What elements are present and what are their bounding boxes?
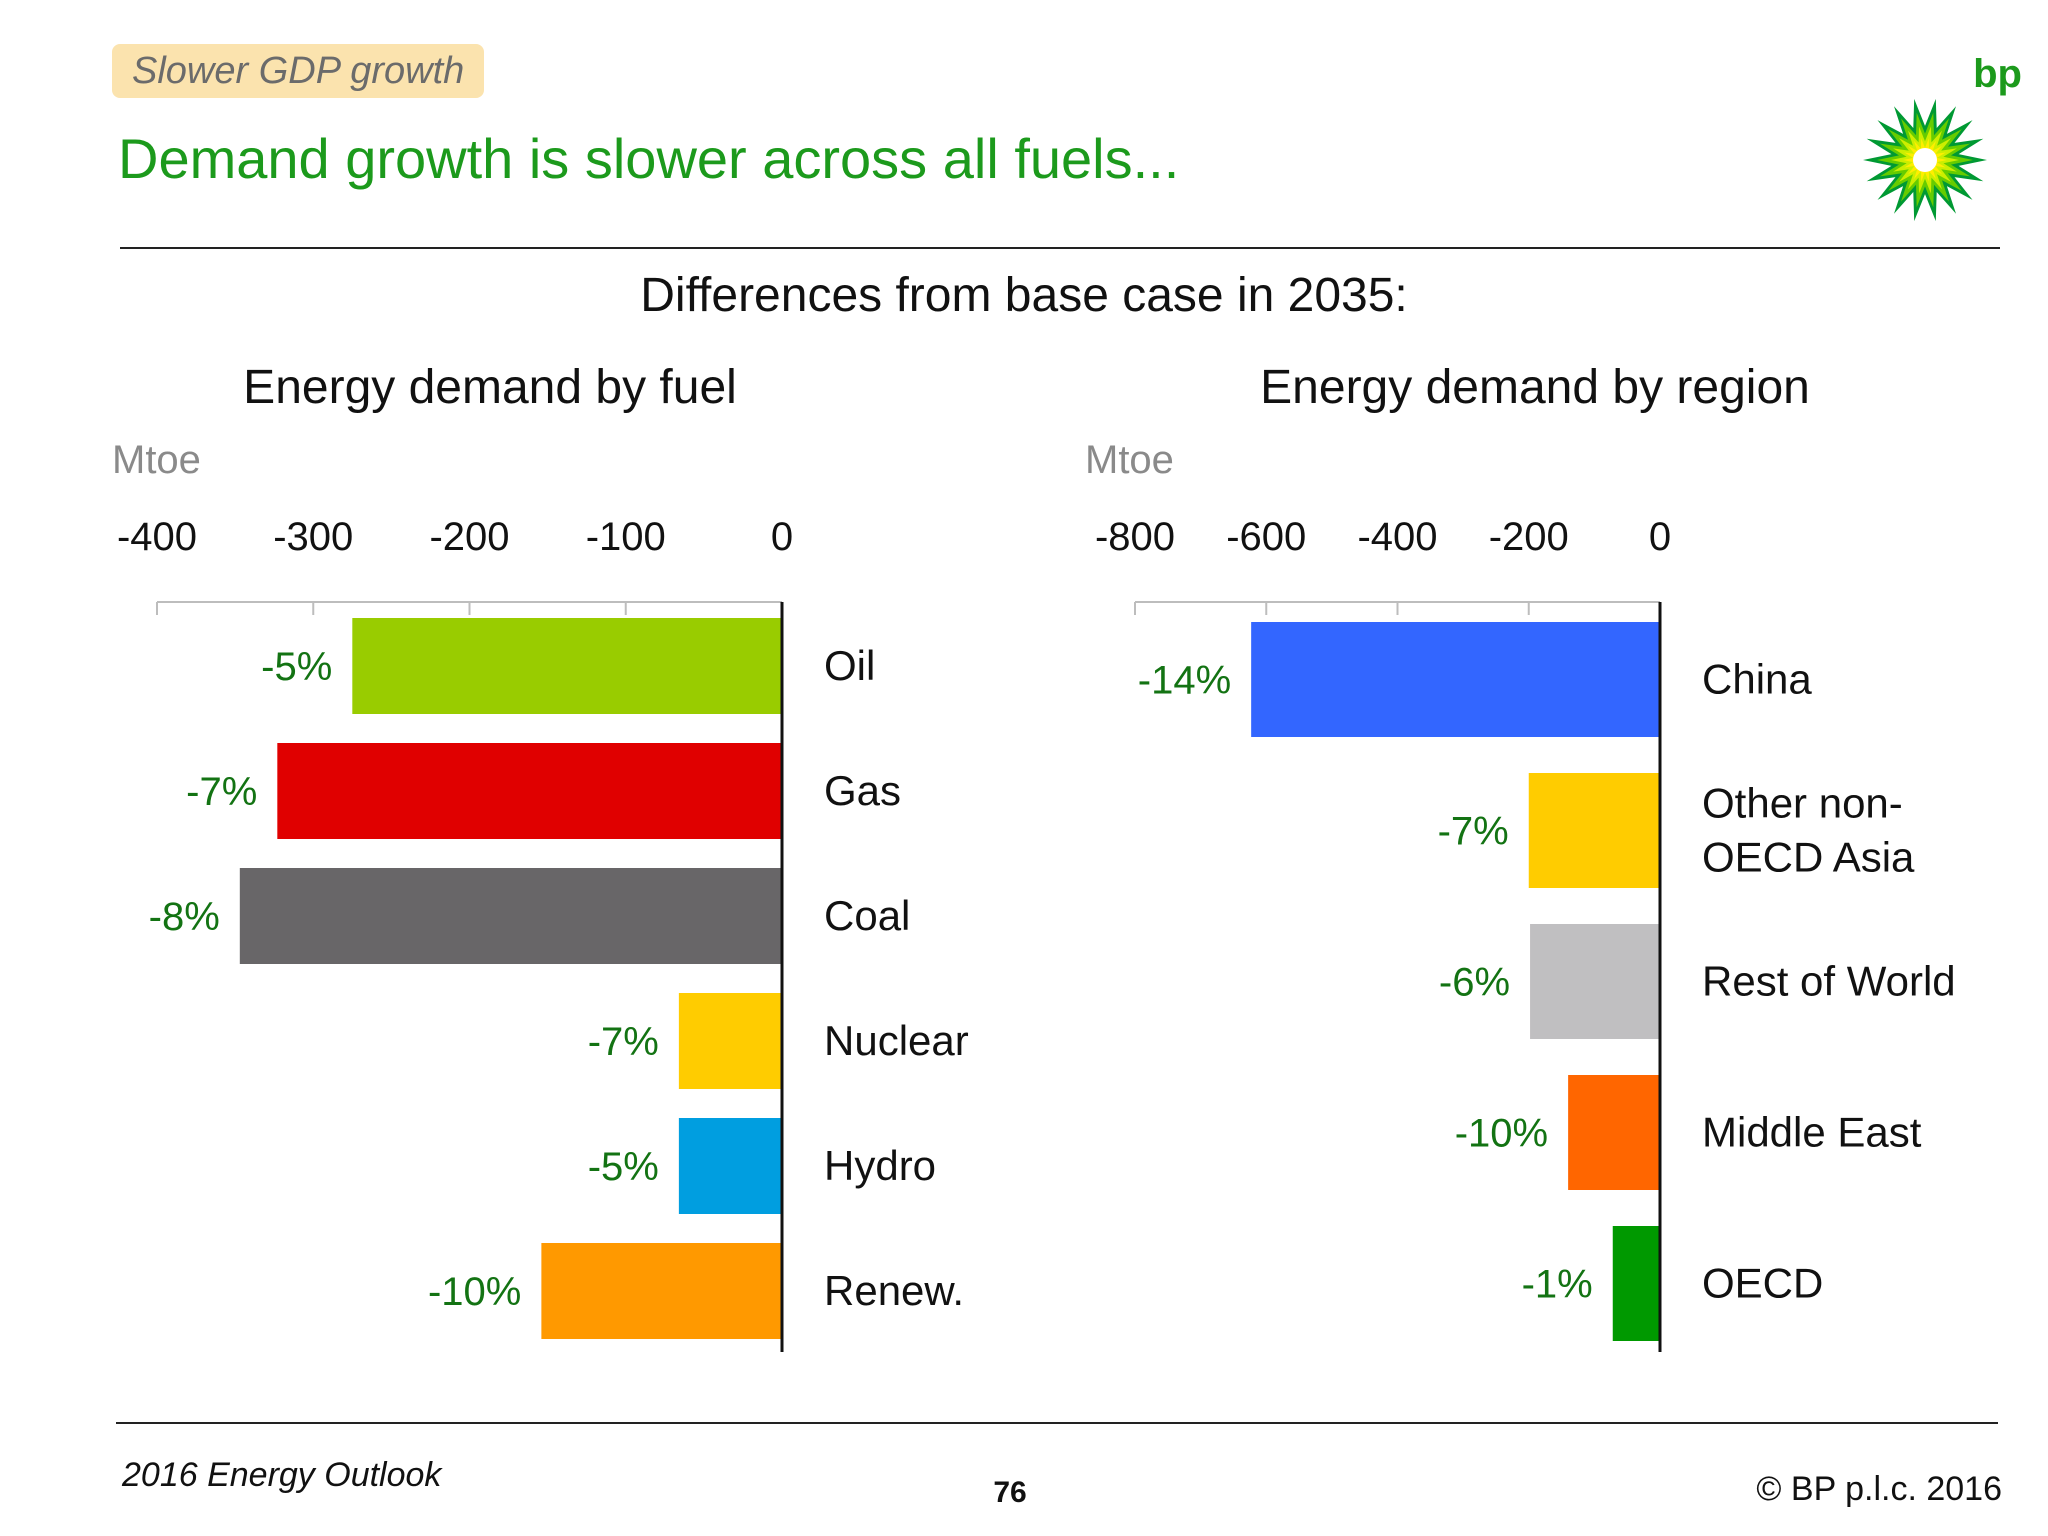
bar bbox=[352, 618, 782, 714]
bar bbox=[1530, 924, 1660, 1039]
category-label: Renew. bbox=[824, 1267, 964, 1314]
bar bbox=[678, 1118, 782, 1214]
data-label: -10% bbox=[428, 1270, 521, 1314]
region-demand-chart: Energy demand by region Mtoe -800 -600 -400 -… bbox=[1085, 361, 1956, 1352]
data-label: -8% bbox=[149, 895, 220, 939]
section-tag: Slower GDP growth bbox=[112, 44, 485, 98]
chart-subtitle: Differences from base case in 2035: bbox=[640, 269, 1408, 322]
data-label: -5% bbox=[588, 1145, 659, 1189]
tick-label: -300 bbox=[273, 515, 353, 559]
unit-label: Mtoe bbox=[1085, 438, 1174, 482]
bar bbox=[678, 993, 782, 1089]
footer-copyright: © BP p.l.c. 2016 bbox=[1756, 1470, 2002, 1508]
tick-label: -600 bbox=[1226, 515, 1306, 559]
fuel-demand-chart: Energy demand by fuel Mtoe -400 -300 -200 -10… bbox=[112, 361, 969, 1352]
page-number: 76 bbox=[993, 1476, 1027, 1509]
tick-label: -400 bbox=[1357, 515, 1437, 559]
bar bbox=[1251, 622, 1660, 737]
category-label: OECD Asia bbox=[1702, 834, 1915, 881]
chart-title: Energy demand by fuel bbox=[243, 361, 737, 414]
data-label: -7% bbox=[588, 1020, 659, 1064]
bp-logo-text: bp bbox=[1973, 52, 2022, 96]
category-label: OECD bbox=[1702, 1260, 1823, 1307]
tick-label: -400 bbox=[117, 515, 197, 559]
footer-divider bbox=[116, 1422, 1998, 1424]
data-label: -7% bbox=[186, 770, 257, 814]
helios-center bbox=[1913, 148, 1937, 172]
footer-report-name: 2016 Energy Outlook bbox=[122, 1456, 442, 1494]
header-divider bbox=[120, 247, 2000, 249]
tick-label: -200 bbox=[429, 515, 509, 559]
category-label: Hydro bbox=[824, 1142, 936, 1189]
bar bbox=[1528, 773, 1660, 888]
tick-label: 0 bbox=[771, 515, 793, 559]
tick-label: -800 bbox=[1095, 515, 1175, 559]
category-label: Coal bbox=[824, 892, 910, 939]
bar bbox=[277, 743, 782, 839]
category-label: Oil bbox=[824, 642, 875, 689]
data-label: -14% bbox=[1138, 659, 1231, 703]
bar bbox=[1568, 1075, 1660, 1190]
page-title: Demand growth is slower across all fuels… bbox=[118, 127, 1180, 190]
data-label: -10% bbox=[1455, 1112, 1548, 1156]
bp-helios-logo-icon bbox=[1863, 98, 1987, 222]
category-label: Nuclear bbox=[824, 1017, 969, 1064]
category-label: Gas bbox=[824, 767, 901, 814]
bar bbox=[541, 1243, 782, 1339]
category-label: Other non- bbox=[1702, 780, 1903, 827]
bar bbox=[1612, 1226, 1660, 1341]
unit-label: Mtoe bbox=[112, 438, 201, 482]
tick-label: -200 bbox=[1489, 515, 1569, 559]
data-label: -1% bbox=[1522, 1263, 1593, 1307]
bar bbox=[239, 868, 782, 964]
data-label: -5% bbox=[261, 645, 332, 689]
category-label: Middle East bbox=[1702, 1109, 1922, 1156]
data-label: -7% bbox=[1438, 810, 1509, 854]
category-label: Rest of World bbox=[1702, 958, 1956, 1005]
tick-label: 0 bbox=[1649, 515, 1671, 559]
chart-title: Energy demand by region bbox=[1260, 361, 1810, 414]
tick-label: -100 bbox=[586, 515, 666, 559]
category-label: China bbox=[1702, 656, 1812, 703]
data-label: -6% bbox=[1439, 961, 1510, 1005]
